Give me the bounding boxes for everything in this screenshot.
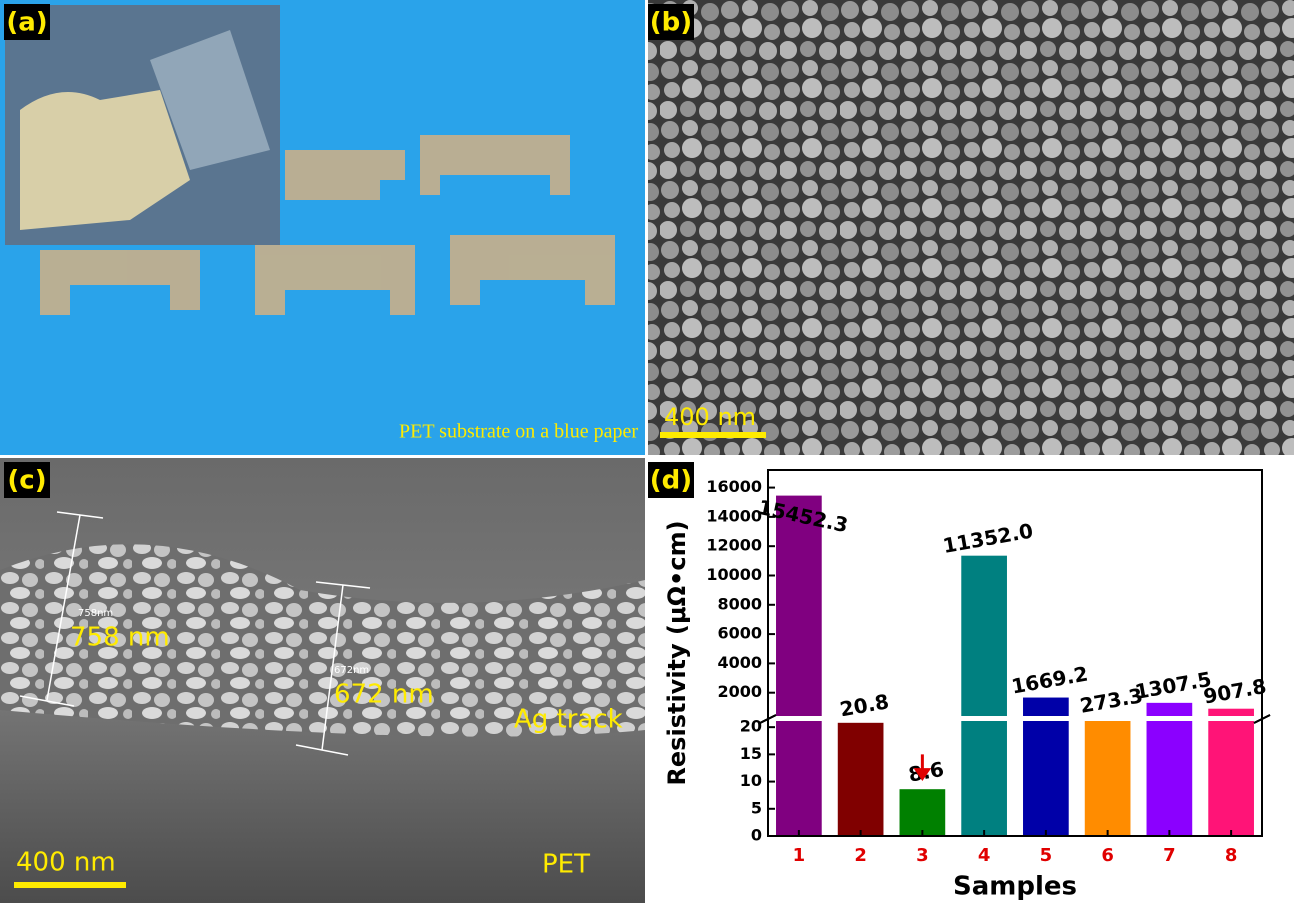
y-axis-label: Resistivity (μΩ•cm) xyxy=(663,520,691,785)
panel-b: (b) 400 nm xyxy=(648,0,1294,455)
scale-bar xyxy=(14,882,126,888)
panel-label: (a) xyxy=(6,8,47,38)
layer-label: PET xyxy=(542,850,590,880)
x-tick-label: 4 xyxy=(978,845,991,866)
scale-label: 400 nm xyxy=(16,848,116,878)
x-tick-label: 6 xyxy=(1101,845,1114,866)
measure-small: 672nm xyxy=(334,665,369,676)
bar xyxy=(838,723,884,836)
measure-small: 758nm xyxy=(78,608,113,619)
x-tick-label: 5 xyxy=(1040,845,1053,866)
y-tick-label: 15 xyxy=(740,744,762,763)
y-tick-label: 14000 xyxy=(706,506,762,525)
y-tick-label: 10 xyxy=(740,771,762,790)
y-tick-label: 10000 xyxy=(706,565,762,584)
x-tick-label: 3 xyxy=(916,845,929,866)
sem-image xyxy=(648,0,1294,455)
y-tick-label: 6000 xyxy=(717,624,762,643)
scale-bar xyxy=(660,432,766,438)
measure-label: 672 nm xyxy=(334,680,434,710)
x-tick-label: 1 xyxy=(793,845,806,866)
bar xyxy=(961,556,1007,836)
bar xyxy=(900,789,946,836)
y-tick-label: 0 xyxy=(751,826,762,845)
axis-break xyxy=(760,716,1270,721)
bar xyxy=(1208,709,1254,836)
panel-label: (b) xyxy=(650,8,692,38)
x-tick-label: 2 xyxy=(854,845,867,866)
panel-label: (c) xyxy=(7,466,46,496)
bar xyxy=(776,496,822,836)
y-tick-label: 4000 xyxy=(717,653,762,672)
scale-label: 400 nm xyxy=(664,403,756,431)
x-tick-label: 8 xyxy=(1225,845,1238,866)
y-tick-label: 2000 xyxy=(717,682,762,701)
panel-label: (d) xyxy=(650,466,692,496)
x-axis-label: Samples xyxy=(953,872,1077,902)
bar xyxy=(1147,703,1193,836)
y-tick-label: 5 xyxy=(751,798,762,817)
panel-c: (c) 758nm 758 nm 672nm 672 nm Ag track P… xyxy=(0,458,645,903)
caption: PET substrate on a blue paper xyxy=(399,421,638,443)
y-tick-label: 8000 xyxy=(717,594,762,613)
figure: (a) PET substrate on a blue paper (b) 40… xyxy=(0,0,1294,903)
bar xyxy=(1085,718,1131,836)
panel-a: (a) PET substrate on a blue paper xyxy=(0,0,645,455)
y-tick-label: 12000 xyxy=(706,536,762,555)
y-tick-label: 20 xyxy=(740,717,762,736)
y-tick-label: 16000 xyxy=(706,477,762,496)
measure-label: 758 nm xyxy=(70,623,170,653)
layer-label: Ag track xyxy=(514,705,623,735)
x-tick-label: 7 xyxy=(1163,845,1176,866)
